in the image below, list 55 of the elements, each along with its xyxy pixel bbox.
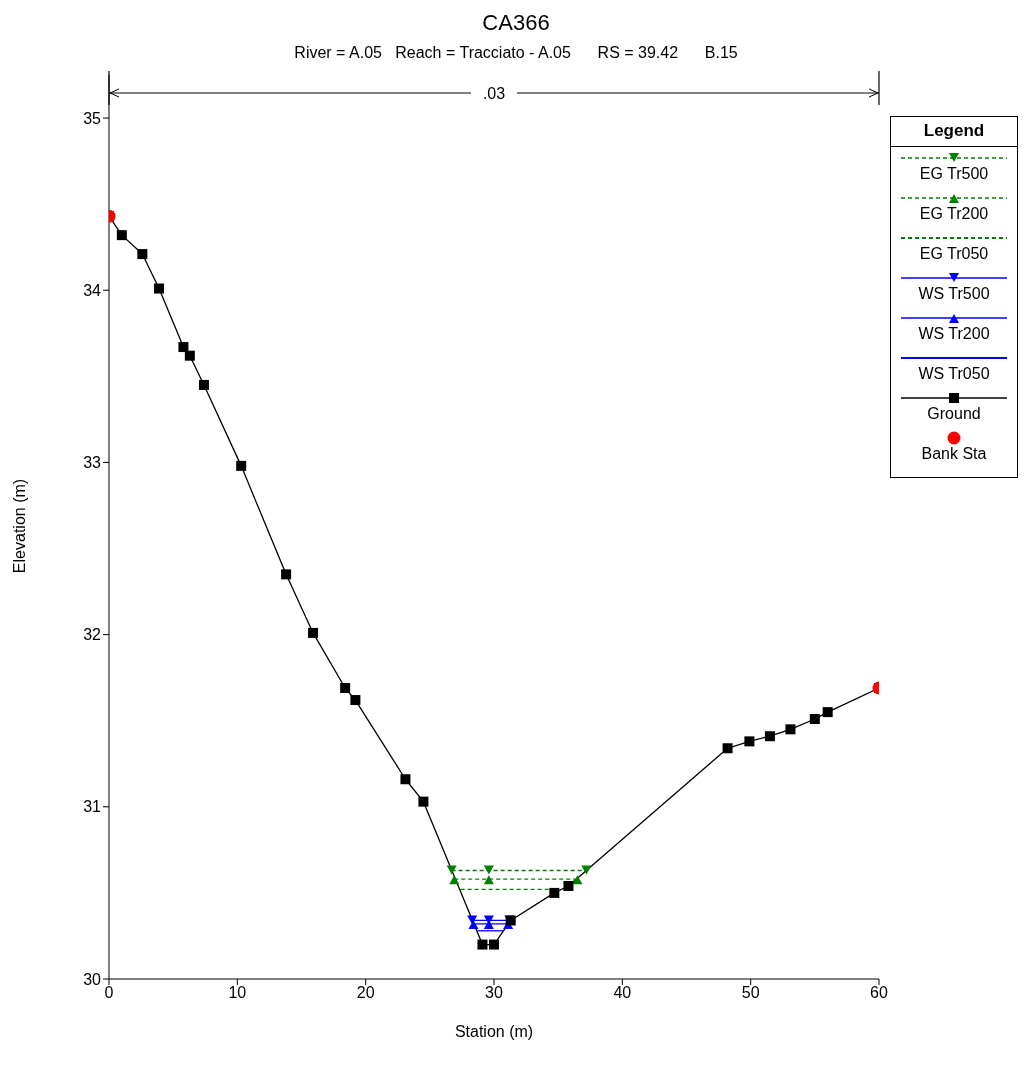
legend-label: EG Tr500 (918, 165, 990, 182)
point (116, 230, 127, 241)
legend-label: WS Tr050 (917, 365, 991, 382)
point (581, 865, 592, 875)
point (549, 887, 560, 898)
legend-label: EG Tr200 (918, 205, 990, 222)
legend-label: EG Tr050 (918, 245, 990, 262)
point (822, 707, 833, 718)
x-tick-label: 0 (104, 984, 114, 1002)
point (785, 724, 796, 735)
x-tick-label: 20 (356, 984, 375, 1002)
x-tick-label: 60 (870, 984, 888, 1002)
x-axis-title: Station (m) (453, 1023, 535, 1041)
point (467, 915, 478, 925)
point (400, 774, 411, 785)
y-tick-label: 31 (83, 798, 102, 816)
point (198, 379, 209, 390)
point (489, 939, 499, 950)
point (449, 875, 460, 885)
legend-label: WS Tr500 (917, 285, 991, 302)
point (281, 569, 292, 580)
annotation: .03 (482, 85, 506, 102)
legend-title: Legend (891, 117, 1017, 147)
point (572, 875, 583, 885)
point (178, 342, 189, 353)
y-tick-label: 32 (83, 626, 102, 644)
point (236, 460, 247, 471)
point (809, 713, 820, 724)
legend-label: Ground (926, 405, 982, 422)
x-tick-label: 30 (485, 984, 503, 1002)
y-tick-label: 33 (83, 454, 102, 472)
y-tick-label: 34 (83, 281, 102, 299)
y-axis-title: Elevation (m) (11, 477, 29, 576)
point (184, 350, 195, 361)
point (477, 939, 488, 950)
point (137, 249, 148, 260)
point (350, 695, 361, 706)
point (340, 683, 351, 693)
point (483, 875, 494, 885)
y-tick-label: 35 (83, 109, 102, 127)
legend-label: WS Tr200 (917, 325, 991, 342)
point (563, 881, 574, 892)
point (764, 731, 775, 742)
legend-label: Bank Sta (920, 445, 988, 462)
point (418, 796, 429, 807)
x-tick-label: 10 (228, 984, 247, 1002)
x-tick-label: 40 (613, 984, 632, 1002)
x-tick-label: 50 (741, 984, 760, 1002)
chart-subtitle: River = A.05 Reach = Tracciato - A.05 RS = 39.42 B.15 (293, 44, 739, 62)
point (744, 736, 755, 747)
y-tick-label: 30 (83, 970, 102, 988)
chart-title: CA366 (481, 10, 551, 36)
point (308, 627, 319, 638)
point (154, 283, 165, 294)
point (722, 743, 733, 754)
